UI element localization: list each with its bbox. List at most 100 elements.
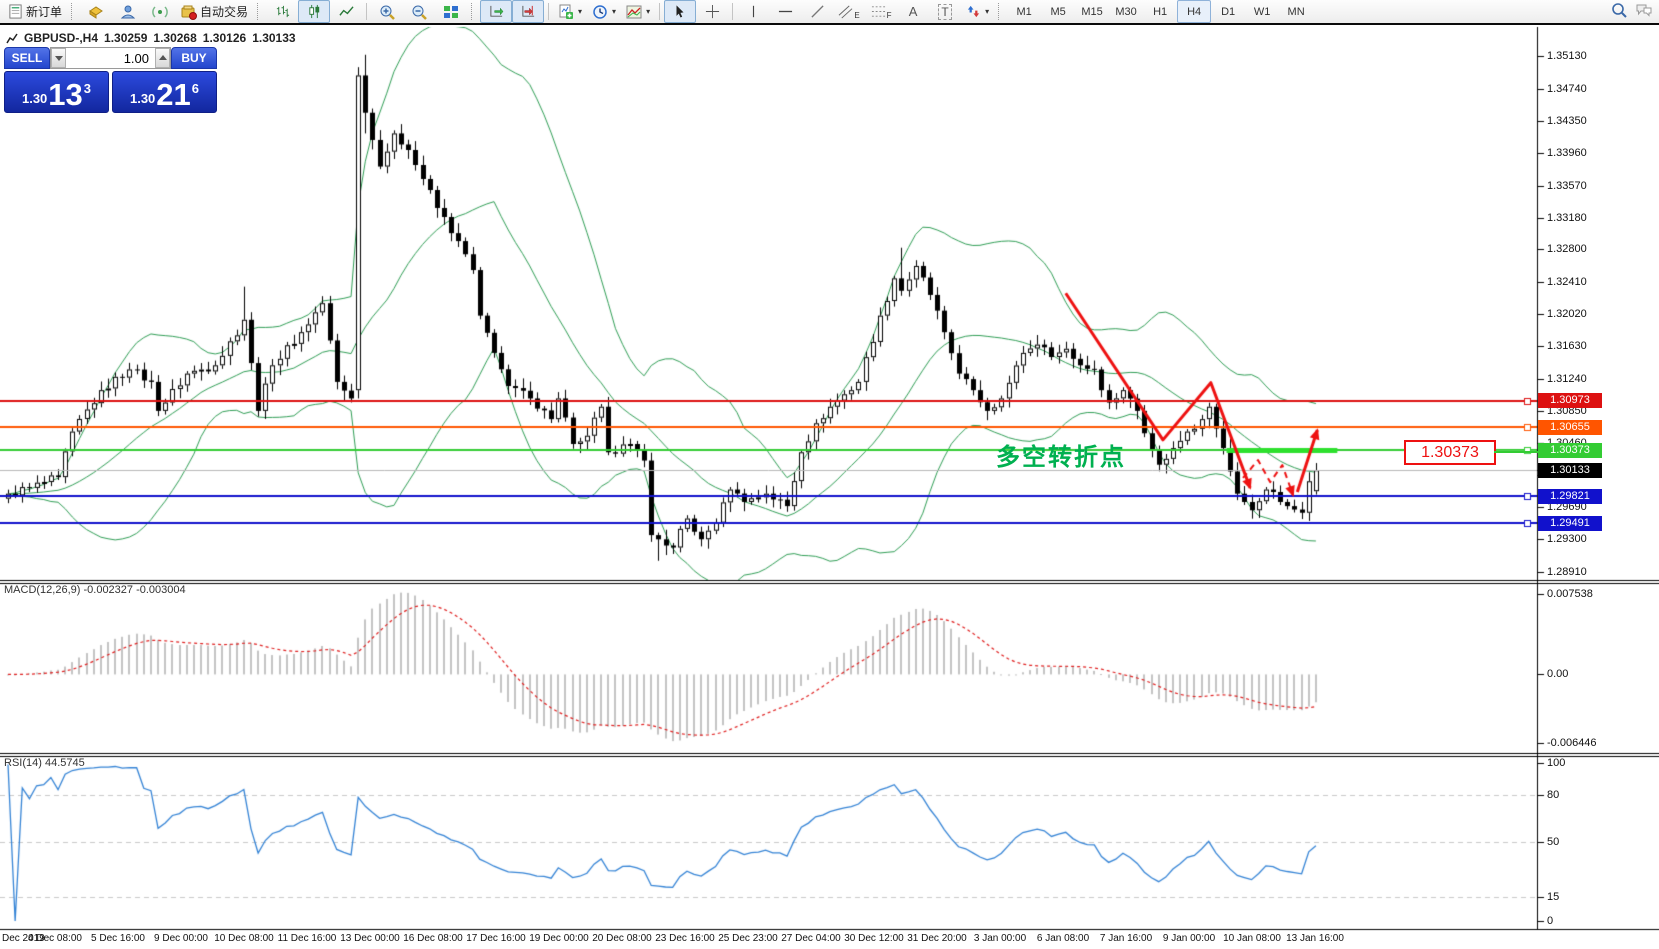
trendline-tool-button[interactable]	[801, 0, 833, 23]
periods-button[interactable]: ▾	[587, 0, 621, 23]
candlestick-icon	[308, 4, 319, 19]
arrows-tool-button[interactable]: ▾	[961, 0, 994, 23]
fibonacci-tool-button[interactable]: F	[865, 0, 897, 23]
timeframe-W1[interactable]: W1	[1253, 5, 1271, 18]
time-axis-label: 5 Dec 16:00	[91, 933, 145, 944]
timeframe-M5[interactable]: M5	[1050, 5, 1066, 18]
line-chart-mode-button[interactable]	[330, 0, 362, 23]
candle-chart-mode-button[interactable]	[298, 0, 331, 23]
bar-chart-mode-button[interactable]	[266, 0, 298, 23]
rsi-axis-tick: 100	[1547, 757, 1566, 769]
price-axis-tick: 1.35130	[1547, 50, 1587, 63]
spinner-up-icon	[158, 55, 167, 60]
current-price-tag: 1.30133	[1538, 462, 1602, 478]
price-axis-tick: 1.32020	[1547, 307, 1587, 320]
text-tool-button[interactable]: A	[897, 0, 929, 23]
price-level-tag: 1.29491	[1538, 515, 1602, 531]
crosshair-tool-button[interactable]	[696, 0, 728, 23]
rsi-label: RSI(14) 44.5745	[4, 757, 85, 769]
price-axis-tick: 1.29300	[1547, 533, 1587, 546]
macd-name: MACD(12,26,9)	[4, 584, 81, 596]
timeframe-group: M1 M5 M15 M30 H1 H4 D1 W1 MN	[1007, 0, 1313, 23]
price-axis-tick: 1.34740	[1547, 82, 1587, 95]
volume-input[interactable]	[66, 49, 155, 67]
zoom-in-button[interactable]	[371, 0, 403, 23]
time-axis-label: 4 Dec 08:00	[28, 933, 82, 944]
price-callout-label[interactable]: 1.30373	[1404, 440, 1496, 465]
symbol-title: GBPUSD-,H4	[24, 31, 99, 45]
chat-icon[interactable]	[1635, 2, 1653, 18]
price-level-tag: 1.29821	[1538, 488, 1602, 504]
sell-quote[interactable]: 1.30 13 3	[4, 71, 109, 113]
buy-quote[interactable]: 1.30 21 6	[112, 71, 217, 113]
timeframe-D1[interactable]: D1	[1221, 5, 1236, 18]
dropdown-caret-icon: ▾	[646, 7, 651, 16]
sell-button[interactable]: SELL	[4, 47, 50, 69]
macd-axis-tick: 0.007538	[1547, 587, 1593, 600]
autotrading-button[interactable]: 自动交易	[176, 0, 253, 23]
cursor-tool-button[interactable]	[664, 0, 697, 23]
dropdown-caret-icon: ▾	[578, 7, 583, 16]
dropdown-caret-icon: ▾	[612, 7, 617, 16]
time-axis-label: 3 Jan 00:00	[973, 933, 1027, 944]
time-axis-label: 30 Dec 12:00	[844, 933, 904, 944]
dropdown-caret-icon: ▾	[985, 7, 990, 16]
timeframe-M1[interactable]: M1	[1016, 5, 1032, 18]
time-axis-label: 20 Dec 08:00	[592, 933, 652, 944]
toolbar-grip	[471, 3, 476, 20]
data-window-button[interactable]	[80, 0, 112, 23]
fibo-sub-label: F	[886, 10, 892, 20]
time-axis-label: 7 Jan 16:00	[1099, 933, 1153, 944]
price-axis-tick: 1.34350	[1547, 115, 1587, 127]
signals-button[interactable]	[144, 0, 176, 23]
ohlc-open: 1.30259	[104, 31, 148, 45]
price-axis-tick: 1.33180	[1547, 211, 1587, 224]
cursor-icon	[676, 5, 684, 18]
search-icon[interactable]	[1611, 2, 1627, 18]
spinner-down-icon	[54, 56, 63, 61]
timeframe-H4[interactable]: H4	[1177, 0, 1212, 23]
vertical-line-tool-button[interactable]	[737, 0, 769, 23]
sell-price-sup: 3	[83, 81, 92, 96]
price-axis-tick: 1.29690	[1547, 500, 1587, 513]
trendline-icon	[810, 5, 824, 18]
volume-decrease-button[interactable]	[51, 48, 66, 68]
zoom-out-button[interactable]	[403, 0, 435, 23]
templates-button[interactable]: ▾	[621, 0, 655, 23]
buy-price-big: 21	[156, 77, 191, 112]
tile-windows-button[interactable]	[435, 0, 467, 23]
timeframe-M30[interactable]: M30	[1115, 5, 1137, 18]
volume-increase-button[interactable]	[155, 48, 170, 68]
time-axis-label: 9 Jan 00:00	[1162, 933, 1216, 944]
time-axis-label: 27 Dec 04:00	[781, 933, 841, 944]
toolbar-separator	[366, 3, 368, 20]
data-window-icon	[89, 5, 103, 19]
timeframe-M15[interactable]: M15	[1081, 5, 1103, 18]
equidistant-channel-tool-button[interactable]: E	[833, 0, 865, 23]
text-label-tool-button[interactable]: T	[929, 0, 961, 23]
new-order-button[interactable]: 新订单	[3, 0, 67, 23]
timeframe-H1[interactable]: H1	[1153, 5, 1168, 18]
price-axis-tick: 1.32410	[1547, 275, 1587, 288]
indicators-button[interactable]: ▾	[553, 0, 587, 23]
chart-shift-button[interactable]	[512, 0, 545, 23]
timeframe-MN[interactable]: MN	[1287, 5, 1305, 18]
time-axis[interactable]: Dec 2019 4 Dec 08:00 5 Dec 16:00 9 Dec 00:0…	[0, 933, 1659, 948]
rsi-value: 44.5745	[44, 757, 85, 769]
turning-point-annotation: 多空转折点	[996, 444, 1126, 471]
channel-icon	[839, 5, 853, 19]
price-axis-tick: 1.32800	[1547, 243, 1587, 256]
price-axis-tick: 1.33960	[1547, 147, 1587, 160]
buy-button[interactable]: BUY	[171, 47, 217, 69]
time-axis-label: 10 Dec 08:00	[214, 933, 274, 944]
time-axis-label: 19 Dec 00:00	[529, 933, 589, 944]
auto-scroll-button[interactable]	[480, 0, 513, 23]
horizontal-line-tool-button[interactable]	[769, 0, 801, 23]
time-axis-label: 31 Dec 20:00	[907, 933, 967, 944]
community-button[interactable]	[112, 0, 144, 23]
time-axis-label: 11 Dec 16:00	[277, 933, 337, 944]
autotrading-label: 自动交易	[200, 5, 249, 19]
text-tool-label: A	[908, 4, 918, 19]
toolbar-separator	[732, 3, 734, 20]
